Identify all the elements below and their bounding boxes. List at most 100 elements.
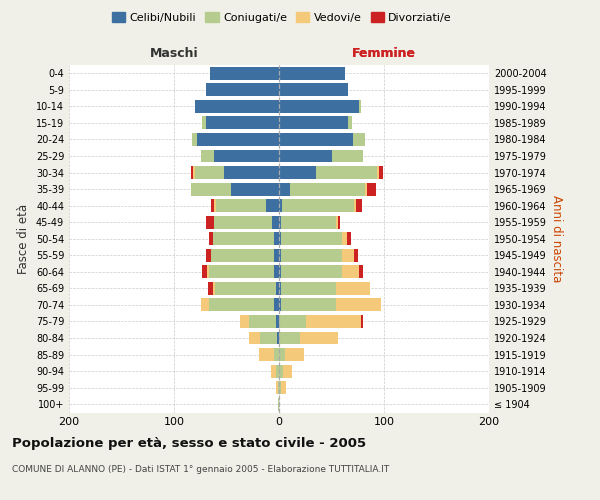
- Bar: [281, 298, 336, 312]
- Bar: [209, 232, 213, 245]
- Bar: [202, 116, 205, 130]
- Bar: [271, 364, 276, 378]
- Bar: [279, 249, 281, 262]
- Bar: [224, 166, 279, 179]
- Bar: [316, 166, 377, 179]
- Bar: [205, 216, 214, 228]
- Bar: [279, 116, 348, 130]
- Bar: [209, 266, 274, 278]
- Bar: [281, 216, 336, 228]
- Bar: [361, 315, 363, 328]
- Bar: [279, 166, 316, 179]
- Bar: [274, 249, 279, 262]
- Bar: [279, 150, 331, 162]
- Bar: [209, 298, 274, 312]
- Bar: [279, 348, 286, 361]
- Bar: [278, 381, 279, 394]
- Legend: Celibi/Nubili, Coniugati/e, Vedovi/e, Divorziati/e: Celibi/Nubili, Coniugati/e, Vedovi/e, Di…: [107, 8, 457, 28]
- Bar: [276, 315, 279, 328]
- Bar: [281, 232, 342, 245]
- Y-axis label: Anni di nascita: Anni di nascita: [550, 195, 563, 282]
- Bar: [279, 364, 283, 378]
- Bar: [195, 100, 279, 113]
- Bar: [336, 298, 381, 312]
- Bar: [205, 84, 279, 96]
- Bar: [336, 216, 338, 228]
- Bar: [202, 266, 206, 278]
- Text: COMUNE DI ALANNO (PE) - Dati ISTAT 1° gennaio 2005 - Elaborazione TUTTITALIA.IT: COMUNE DI ALANNO (PE) - Dati ISTAT 1° ge…: [12, 466, 389, 474]
- Bar: [197, 133, 279, 146]
- Bar: [210, 67, 279, 80]
- Bar: [307, 315, 361, 328]
- Bar: [279, 315, 307, 328]
- Bar: [260, 332, 277, 344]
- Bar: [248, 332, 260, 344]
- Bar: [211, 199, 214, 212]
- Text: Maschi: Maschi: [149, 47, 199, 60]
- Bar: [279, 100, 359, 113]
- Bar: [278, 398, 279, 410]
- Bar: [272, 216, 279, 228]
- Bar: [276, 364, 279, 378]
- Bar: [277, 332, 279, 344]
- Bar: [279, 216, 281, 228]
- Bar: [353, 133, 365, 146]
- Bar: [365, 182, 367, 196]
- Bar: [331, 150, 363, 162]
- Text: Femmine: Femmine: [352, 47, 416, 60]
- Bar: [347, 232, 352, 245]
- Bar: [279, 282, 281, 295]
- Bar: [248, 315, 276, 328]
- Y-axis label: Fasce di età: Fasce di età: [17, 204, 30, 274]
- Bar: [279, 67, 345, 80]
- Bar: [191, 166, 193, 179]
- Bar: [353, 249, 358, 262]
- Bar: [300, 332, 338, 344]
- Bar: [202, 298, 209, 312]
- Bar: [266, 199, 279, 212]
- Text: Femmine: Femmine: [352, 47, 416, 60]
- Bar: [282, 199, 353, 212]
- Bar: [279, 298, 281, 312]
- Bar: [191, 182, 231, 196]
- Bar: [205, 116, 279, 130]
- Bar: [279, 232, 281, 245]
- Bar: [279, 133, 353, 146]
- Bar: [213, 232, 274, 245]
- Bar: [213, 282, 215, 295]
- Bar: [336, 282, 370, 295]
- Bar: [359, 266, 363, 278]
- Bar: [367, 182, 376, 196]
- Bar: [214, 199, 216, 212]
- Bar: [279, 381, 281, 394]
- Bar: [208, 282, 213, 295]
- Bar: [342, 266, 359, 278]
- Bar: [283, 364, 292, 378]
- Bar: [279, 332, 300, 344]
- Bar: [379, 166, 383, 179]
- Bar: [279, 182, 290, 196]
- Bar: [353, 199, 356, 212]
- Bar: [279, 266, 281, 278]
- Bar: [202, 150, 214, 162]
- Bar: [281, 381, 286, 394]
- Bar: [338, 216, 340, 228]
- Bar: [276, 381, 278, 394]
- Bar: [359, 100, 361, 113]
- Bar: [214, 150, 279, 162]
- Bar: [214, 216, 272, 228]
- Bar: [274, 266, 279, 278]
- Bar: [231, 182, 279, 196]
- Bar: [342, 232, 347, 245]
- Bar: [342, 249, 353, 262]
- Bar: [281, 266, 342, 278]
- Bar: [281, 249, 342, 262]
- Bar: [193, 166, 195, 179]
- Bar: [211, 249, 274, 262]
- Bar: [215, 282, 276, 295]
- Bar: [216, 199, 266, 212]
- Bar: [206, 266, 209, 278]
- Bar: [290, 182, 365, 196]
- Bar: [274, 232, 279, 245]
- Bar: [192, 133, 197, 146]
